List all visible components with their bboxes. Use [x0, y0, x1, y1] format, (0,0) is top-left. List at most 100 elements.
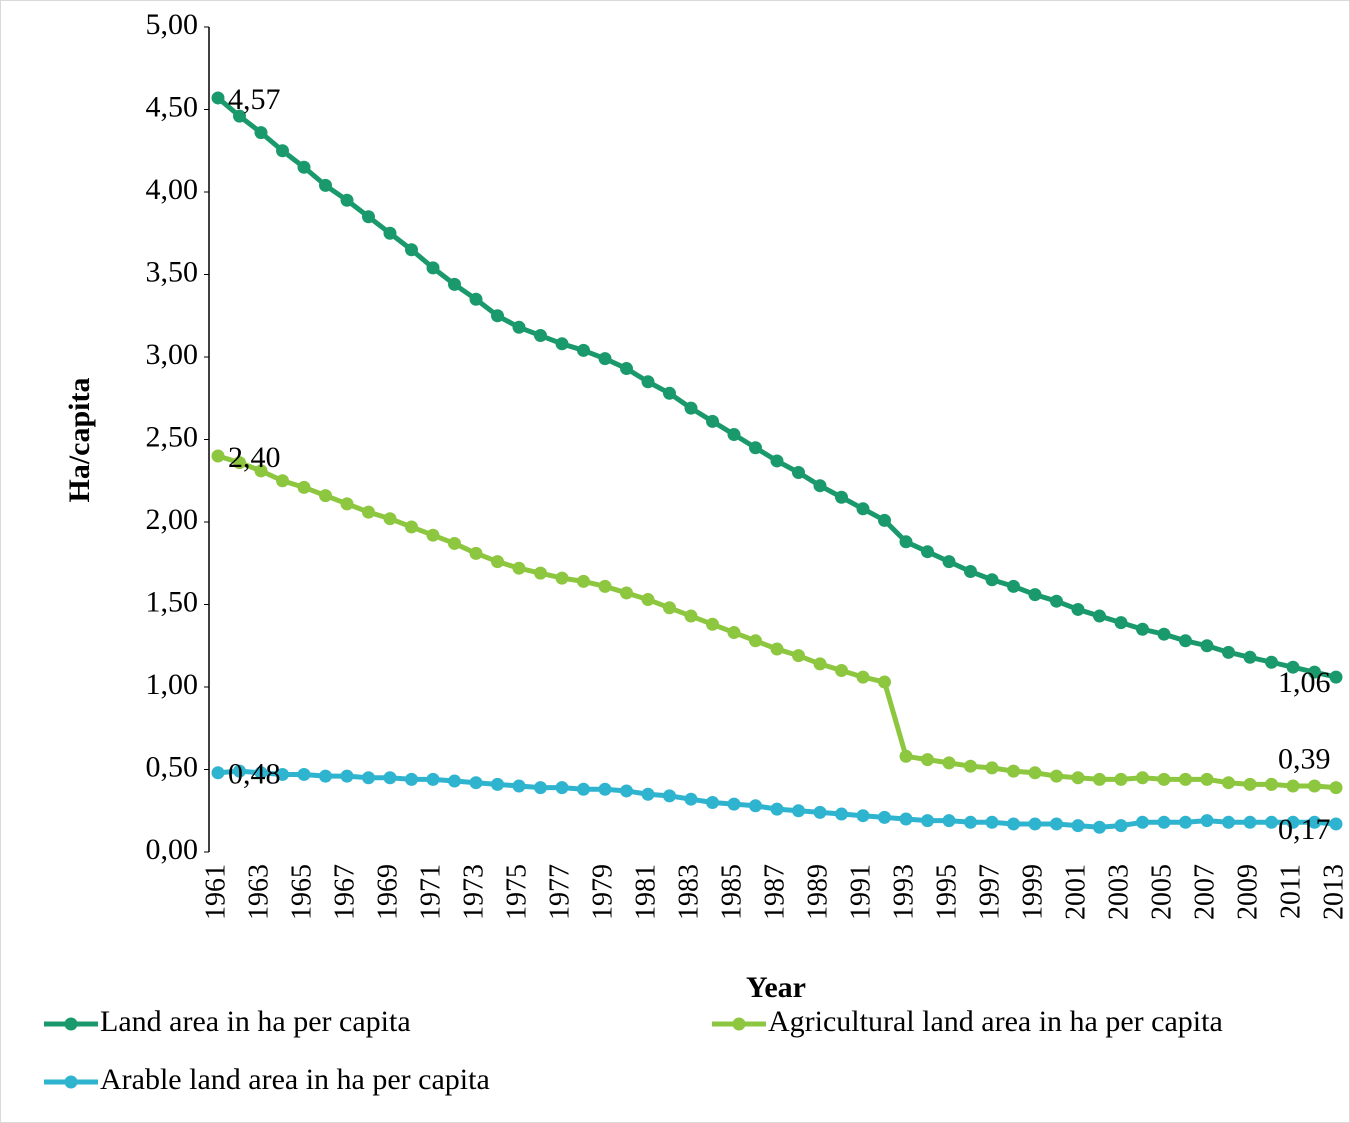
x-tick-label: 2013 [1318, 864, 1349, 920]
x-tick-label: 1965 [286, 864, 317, 920]
point [706, 796, 719, 809]
y-tick-label: 0,00 [146, 833, 199, 866]
point [663, 601, 676, 615]
point [1222, 815, 1235, 829]
point [1114, 616, 1128, 630]
point [512, 779, 526, 793]
point [663, 789, 676, 803]
point [577, 343, 590, 357]
x-tick-label: 1987 [759, 864, 790, 920]
point [921, 545, 934, 559]
point [813, 657, 827, 671]
point [405, 772, 418, 786]
point [254, 126, 268, 140]
point [1028, 817, 1042, 831]
point [383, 226, 397, 240]
point [1071, 602, 1085, 616]
point [1286, 660, 1300, 674]
point [1071, 819, 1085, 833]
point [598, 782, 612, 796]
x-tick-label: 1981 [630, 864, 661, 920]
point [899, 749, 913, 763]
point [577, 574, 590, 588]
point [383, 512, 397, 526]
point [340, 769, 354, 783]
point [641, 593, 655, 607]
point [1071, 771, 1085, 785]
point [319, 489, 332, 503]
point [1286, 815, 1300, 829]
y-tick-label: 4,00 [146, 173, 199, 206]
x-tick-label: 1979 [587, 864, 618, 920]
point [813, 479, 827, 493]
point [1093, 609, 1106, 623]
x-tick-label: 2003 [1103, 864, 1134, 920]
point [878, 810, 891, 824]
point [856, 809, 870, 823]
x-tick-label: 1995 [931, 864, 962, 920]
point [1308, 779, 1321, 793]
point [1157, 772, 1171, 786]
point [1136, 815, 1149, 829]
point [598, 352, 612, 366]
point [684, 401, 698, 415]
x-tick-label: 1993 [888, 864, 919, 920]
point [1093, 772, 1106, 786]
point [921, 814, 934, 828]
y-tick-label: 2,00 [146, 503, 199, 536]
x-tick-label: 1991 [845, 864, 876, 920]
point [620, 586, 633, 600]
point [1329, 781, 1343, 795]
x-tick-label: 1983 [673, 864, 704, 920]
point [835, 807, 848, 821]
point [1308, 665, 1321, 679]
x-tick-label: 1977 [544, 864, 575, 920]
point [297, 480, 311, 494]
point [1050, 817, 1063, 831]
x-tick-label: 1961 [200, 864, 231, 920]
legend-label: Arable land area in ha per capita [100, 1063, 490, 1096]
point [362, 505, 375, 519]
x-tick-label: 1997 [974, 864, 1005, 920]
point [856, 670, 870, 684]
point [706, 617, 719, 631]
point [297, 767, 311, 781]
point [297, 160, 311, 174]
point [792, 804, 805, 818]
point [577, 782, 590, 796]
point [964, 565, 977, 578]
point [1007, 579, 1020, 593]
point [512, 561, 526, 575]
x-tick-label: 1989 [802, 864, 833, 920]
point [362, 210, 375, 224]
x-tick-label: 1971 [415, 864, 446, 920]
x-tick-label: 2001 [1060, 864, 1091, 920]
point [964, 759, 977, 773]
point [1028, 766, 1042, 780]
point [1136, 771, 1149, 785]
point [620, 362, 633, 376]
point [1200, 814, 1214, 828]
point [942, 555, 956, 569]
point [1007, 764, 1020, 778]
point [1028, 588, 1042, 602]
legend-marker [64, 1017, 78, 1031]
point [534, 329, 547, 343]
point [1157, 815, 1171, 829]
point [254, 464, 268, 478]
x-tick-label: 1975 [501, 864, 532, 920]
point [1050, 594, 1063, 608]
data-label: 1,06 [1278, 666, 1331, 699]
point [448, 774, 461, 788]
point [254, 766, 268, 780]
point [684, 792, 698, 806]
point [727, 428, 741, 442]
point [276, 767, 289, 781]
point [663, 386, 676, 400]
point [985, 815, 999, 829]
point [620, 784, 633, 798]
point [985, 573, 999, 587]
point [942, 756, 956, 770]
